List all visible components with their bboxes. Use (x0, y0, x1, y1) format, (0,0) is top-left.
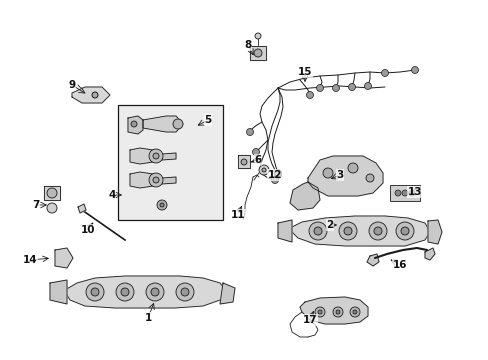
Circle shape (401, 190, 407, 196)
Circle shape (153, 153, 159, 159)
Circle shape (91, 288, 99, 296)
Circle shape (332, 85, 339, 91)
Circle shape (176, 283, 194, 301)
Polygon shape (55, 248, 73, 268)
Polygon shape (162, 177, 176, 184)
Circle shape (364, 82, 371, 90)
Circle shape (308, 222, 326, 240)
Polygon shape (424, 248, 434, 260)
Polygon shape (299, 297, 367, 324)
Circle shape (381, 69, 387, 77)
Text: 2: 2 (325, 220, 333, 230)
Circle shape (241, 159, 246, 165)
Polygon shape (50, 280, 67, 304)
Circle shape (323, 168, 332, 178)
Circle shape (47, 203, 57, 213)
Text: 4: 4 (108, 190, 116, 200)
Polygon shape (130, 148, 153, 164)
Text: 10: 10 (81, 225, 95, 235)
Circle shape (262, 168, 265, 172)
Polygon shape (78, 204, 86, 213)
Circle shape (149, 149, 163, 163)
Text: 12: 12 (267, 170, 282, 180)
Polygon shape (278, 220, 291, 242)
Text: 16: 16 (392, 260, 407, 270)
Circle shape (368, 222, 386, 240)
Polygon shape (44, 186, 60, 200)
Circle shape (335, 310, 339, 314)
Circle shape (181, 288, 189, 296)
Polygon shape (128, 116, 142, 134)
Text: 1: 1 (144, 313, 151, 323)
Circle shape (246, 129, 253, 135)
Polygon shape (238, 155, 249, 168)
Circle shape (173, 119, 183, 129)
Polygon shape (130, 172, 153, 188)
Circle shape (253, 49, 262, 57)
Text: 7: 7 (32, 200, 40, 210)
Polygon shape (427, 220, 441, 244)
Text: 17: 17 (302, 315, 317, 325)
Polygon shape (289, 182, 319, 210)
Circle shape (274, 170, 281, 176)
Circle shape (411, 67, 418, 73)
Text: 6: 6 (254, 155, 261, 165)
Text: 15: 15 (297, 67, 312, 77)
Circle shape (348, 84, 355, 90)
Polygon shape (142, 116, 183, 132)
Polygon shape (366, 254, 378, 266)
Circle shape (316, 85, 323, 91)
Circle shape (314, 307, 325, 317)
Circle shape (92, 92, 98, 98)
Circle shape (395, 222, 413, 240)
Circle shape (121, 288, 129, 296)
Circle shape (347, 163, 357, 173)
Circle shape (160, 203, 163, 207)
Circle shape (151, 288, 159, 296)
Circle shape (252, 148, 259, 156)
Circle shape (352, 310, 356, 314)
Text: 14: 14 (22, 255, 37, 265)
Circle shape (86, 283, 104, 301)
Circle shape (274, 171, 281, 179)
Circle shape (149, 173, 163, 187)
Circle shape (317, 310, 321, 314)
Bar (118, 105, 223, 220)
Circle shape (271, 176, 278, 184)
Circle shape (400, 227, 408, 235)
Circle shape (408, 190, 414, 196)
Bar (389, 185, 419, 201)
Circle shape (394, 190, 400, 196)
Text: 9: 9 (68, 80, 76, 90)
Polygon shape (162, 153, 176, 160)
Circle shape (116, 283, 134, 301)
Circle shape (343, 227, 351, 235)
Polygon shape (289, 216, 429, 246)
Circle shape (254, 33, 261, 39)
Polygon shape (249, 46, 265, 60)
Polygon shape (65, 276, 226, 308)
Polygon shape (220, 283, 235, 304)
Polygon shape (307, 156, 382, 196)
Text: 5: 5 (204, 115, 211, 125)
Circle shape (349, 307, 359, 317)
Text: 13: 13 (407, 187, 421, 197)
Circle shape (313, 227, 321, 235)
Circle shape (338, 222, 356, 240)
Circle shape (47, 188, 57, 198)
Circle shape (146, 283, 163, 301)
Circle shape (157, 200, 167, 210)
Text: 3: 3 (336, 170, 343, 180)
Circle shape (259, 165, 268, 175)
Circle shape (131, 121, 137, 127)
Text: 11: 11 (230, 210, 245, 220)
Circle shape (373, 227, 381, 235)
Circle shape (306, 91, 313, 99)
Circle shape (332, 307, 342, 317)
Circle shape (365, 174, 373, 182)
Polygon shape (72, 87, 110, 103)
Circle shape (153, 177, 159, 183)
Text: 8: 8 (244, 40, 251, 50)
